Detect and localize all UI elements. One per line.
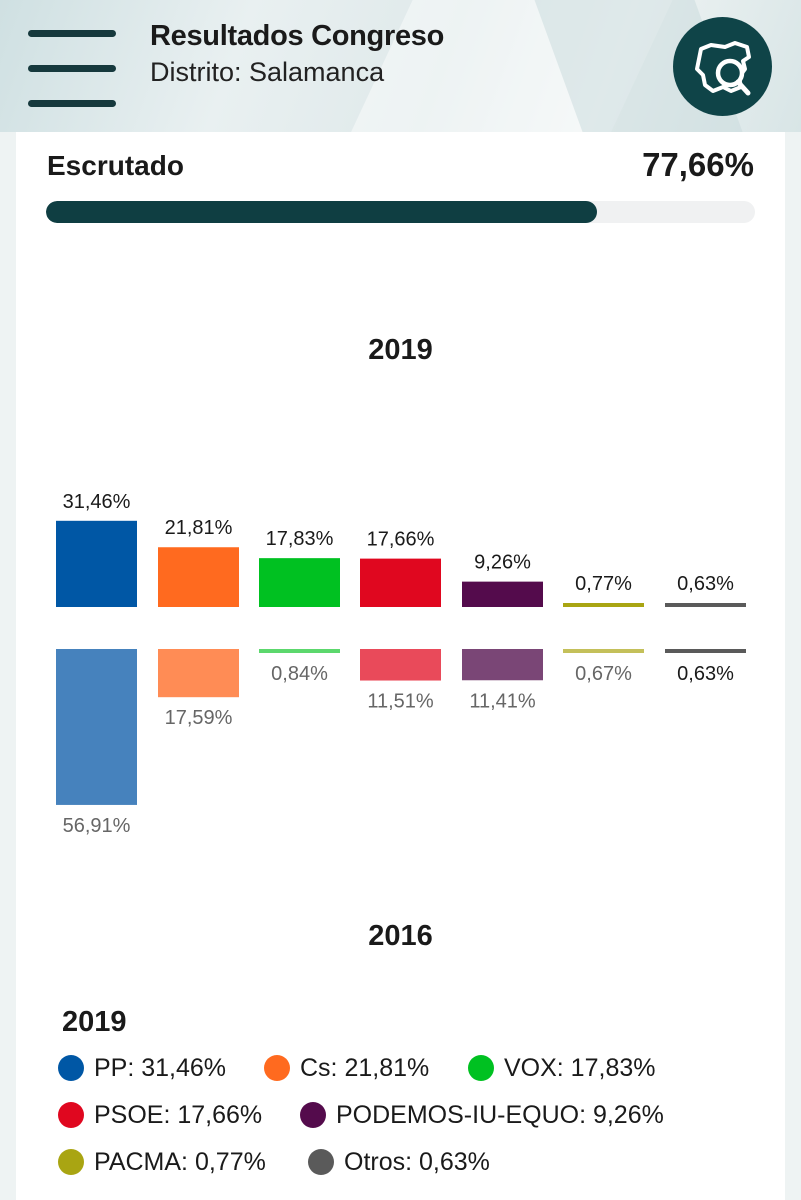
bar-2016-podemos-iu-equo	[462, 649, 543, 681]
legend-dot-icon	[58, 1102, 84, 1128]
bar-label-2016-pacma: 0,67%	[575, 663, 632, 685]
district-subtitle: Distrito: Salamanca	[150, 57, 385, 87]
bar-2019-pp	[56, 520, 137, 607]
page-title: Resultados Congreso	[150, 20, 445, 52]
bar-label-2019-pacma: 0,77%	[575, 573, 632, 595]
bar-2019-vox	[259, 558, 340, 607]
legend-label: Otros: 0,63%	[344, 1147, 490, 1176]
bar-label-2019-podemos-iu-equo: 9,26%	[474, 552, 531, 574]
chart-title-2019: 2019	[368, 334, 433, 366]
legend-dot-icon	[468, 1055, 494, 1081]
bar-2019-psoe	[360, 558, 441, 607]
bar-label-2016-vox: 0,84%	[271, 663, 328, 685]
bar-2016-pacma	[563, 649, 644, 653]
bar-2016-cs	[158, 649, 239, 698]
chart-title-2016: 2016	[368, 920, 433, 952]
legend-dot-icon	[58, 1055, 84, 1081]
legend-title: 2019	[62, 1006, 127, 1038]
legend-label: PP: 31,46%	[94, 1053, 227, 1082]
bar-label-2019-pp: 31,46%	[63, 491, 131, 513]
legend-dot-icon	[308, 1149, 334, 1175]
legend-item: Cs: 21,81%	[264, 1051, 429, 1085]
legend-label: VOX: 17,83%	[504, 1053, 656, 1082]
bar-2019-cs	[158, 547, 239, 607]
map-search-button[interactable]	[673, 17, 772, 116]
legend-item: PODEMOS-IU-EQUO: 9,26%	[300, 1098, 664, 1132]
legend-label: PODEMOS-IU-EQUO: 9,26%	[336, 1100, 664, 1129]
bar-2016-psoe	[360, 649, 441, 681]
legend-dot-icon	[58, 1149, 84, 1175]
hamburger-menu-icon[interactable]	[28, 28, 116, 108]
bar-2019-pacma	[563, 603, 644, 607]
bar-2019-podemos-iu-equo	[462, 581, 543, 607]
map-search-icon	[695, 41, 751, 96]
legend-dot-icon	[300, 1102, 326, 1128]
legend-dot-icon	[264, 1055, 290, 1081]
scrutinized-progress-bar	[46, 201, 755, 223]
scrutinized-percentage: 77,66%	[642, 146, 754, 183]
bar-2019-otros	[665, 603, 746, 607]
legend-item: PP: 31,46%	[58, 1051, 226, 1085]
scrutinized-progress-fill	[46, 201, 597, 223]
legend-item: PACMA: 0,77%	[58, 1145, 266, 1179]
bar-2016-otros	[665, 649, 746, 653]
legend-label: PACMA: 0,77%	[94, 1147, 266, 1176]
legend-item: Otros: 0,63%	[308, 1145, 490, 1179]
bar-label-2019-psoe: 17,66%	[367, 529, 435, 551]
legend-label: PSOE: 17,66%	[94, 1100, 263, 1129]
legend-item: VOX: 17,83%	[468, 1051, 655, 1085]
app-header: Resultados Congreso Distrito: Salamanca	[0, 0, 801, 132]
scrutinized-label: Escrutado	[47, 150, 184, 181]
bar-label-2016-cs: 17,59%	[165, 707, 233, 729]
bar-2016-pp	[56, 649, 137, 805]
legend-item: PSOE: 17,66%	[58, 1098, 262, 1132]
bar-label-2016-pp: 56,91%	[63, 815, 131, 837]
bar-label-2016-podemos-iu-equo: 11,41%	[469, 690, 536, 712]
bar-label-2019-cs: 21,81%	[165, 517, 233, 539]
results-bar-chart: 31,46% 56,91% 21,81% 17,59% 17,83% 0,84% 17,66…	[56, 491, 746, 837]
bar-label-2016-psoe: 11,51%	[367, 691, 434, 713]
bar-label-2019-otros: 0,63%	[677, 573, 734, 595]
bar-2016-vox	[259, 649, 340, 653]
bar-label-2019-vox: 17,83%	[266, 528, 334, 550]
bar-label-2016-otros: 0,63%	[677, 663, 734, 685]
legend-label: Cs: 21,81%	[300, 1053, 430, 1082]
